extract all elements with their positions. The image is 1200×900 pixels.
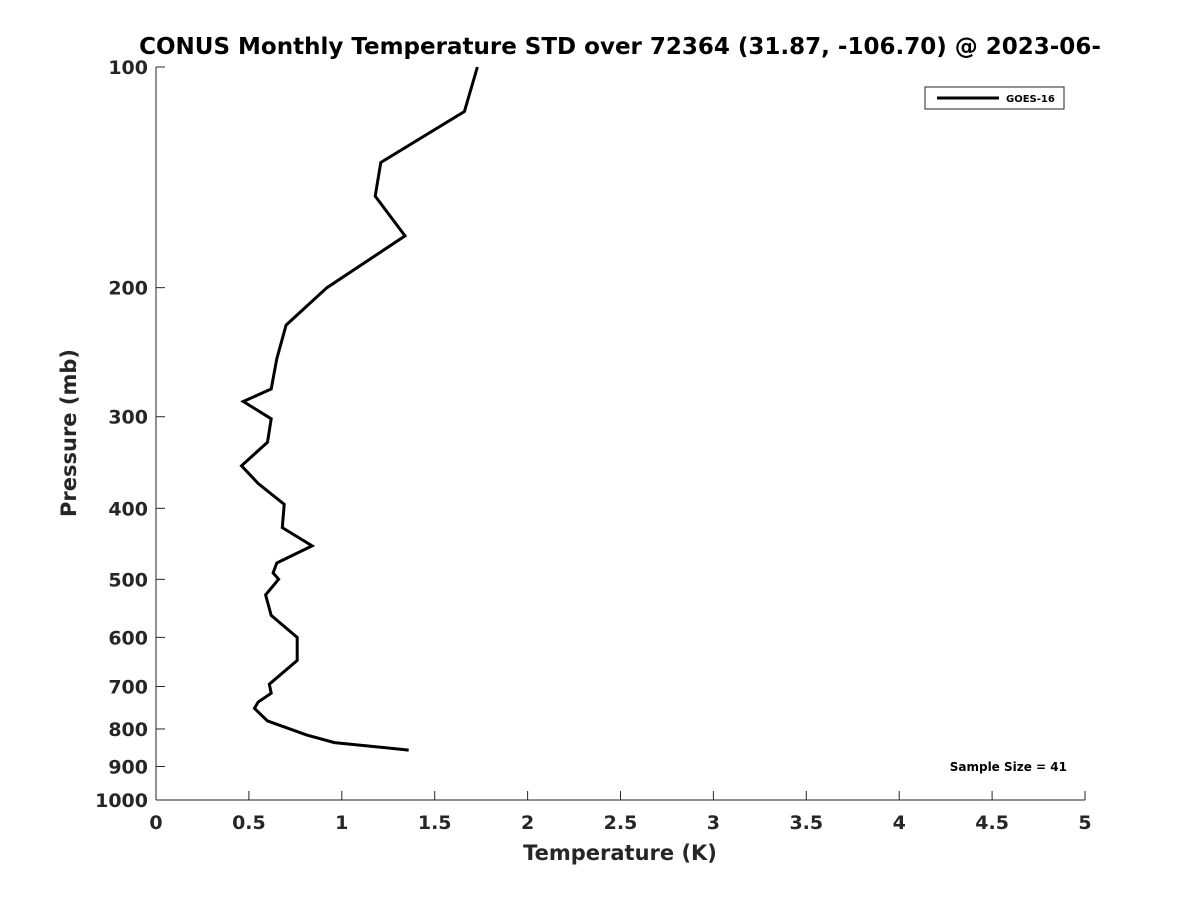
y-tick-label: 400 bbox=[108, 498, 148, 520]
x-tick-label: 0 bbox=[149, 812, 162, 834]
x-axis-label: Temperature (K) bbox=[523, 841, 717, 865]
y-tick-label: 1000 bbox=[95, 790, 148, 812]
series-line-goes-16 bbox=[239, 66, 479, 752]
legend-entry-goes-16: GOES-16 bbox=[1006, 94, 1055, 105]
sample-size-annotation: Sample Size = 41 bbox=[950, 760, 1067, 774]
y-tick-label: 500 bbox=[108, 569, 148, 591]
x-axis-ticks: 0 0.5 1 1.5 2 2.5 3 3.5 4 4.5 5 bbox=[149, 791, 1092, 834]
x-tick-label: 1.5 bbox=[418, 812, 452, 834]
y-axis-label: Pressure (mb) bbox=[57, 349, 81, 517]
y-tick-label: 900 bbox=[108, 756, 148, 778]
y-tick-label: 600 bbox=[108, 627, 148, 649]
plot-area bbox=[155, 67, 1085, 801]
y-tick-label: 800 bbox=[108, 719, 148, 741]
x-tick-label: 0.5 bbox=[232, 812, 266, 834]
x-tick-label: 1 bbox=[335, 812, 348, 834]
legend: GOES-16 bbox=[924, 86, 1065, 110]
y-tick-label: 200 bbox=[108, 278, 148, 300]
y-tick-label: 100 bbox=[108, 57, 148, 79]
x-tick-label: 4 bbox=[893, 812, 906, 834]
y-axis-ticks: 100 200 300 400 500 600 700 800 900 1000 bbox=[95, 57, 165, 812]
x-tick-label: 5 bbox=[1078, 812, 1091, 834]
x-tick-label: 3.5 bbox=[789, 812, 823, 834]
series-layer bbox=[239, 66, 479, 752]
x-tick-label: 3 bbox=[707, 812, 720, 834]
x-tick-label: 2.5 bbox=[604, 812, 638, 834]
x-tick-label: 4.5 bbox=[975, 812, 1009, 834]
chart-title: CONUS Monthly Temperature STD over 72364… bbox=[139, 34, 1101, 60]
y-tick-label: 300 bbox=[108, 407, 148, 429]
x-tick-label: 2 bbox=[521, 812, 534, 834]
y-tick-label: 700 bbox=[108, 676, 148, 698]
